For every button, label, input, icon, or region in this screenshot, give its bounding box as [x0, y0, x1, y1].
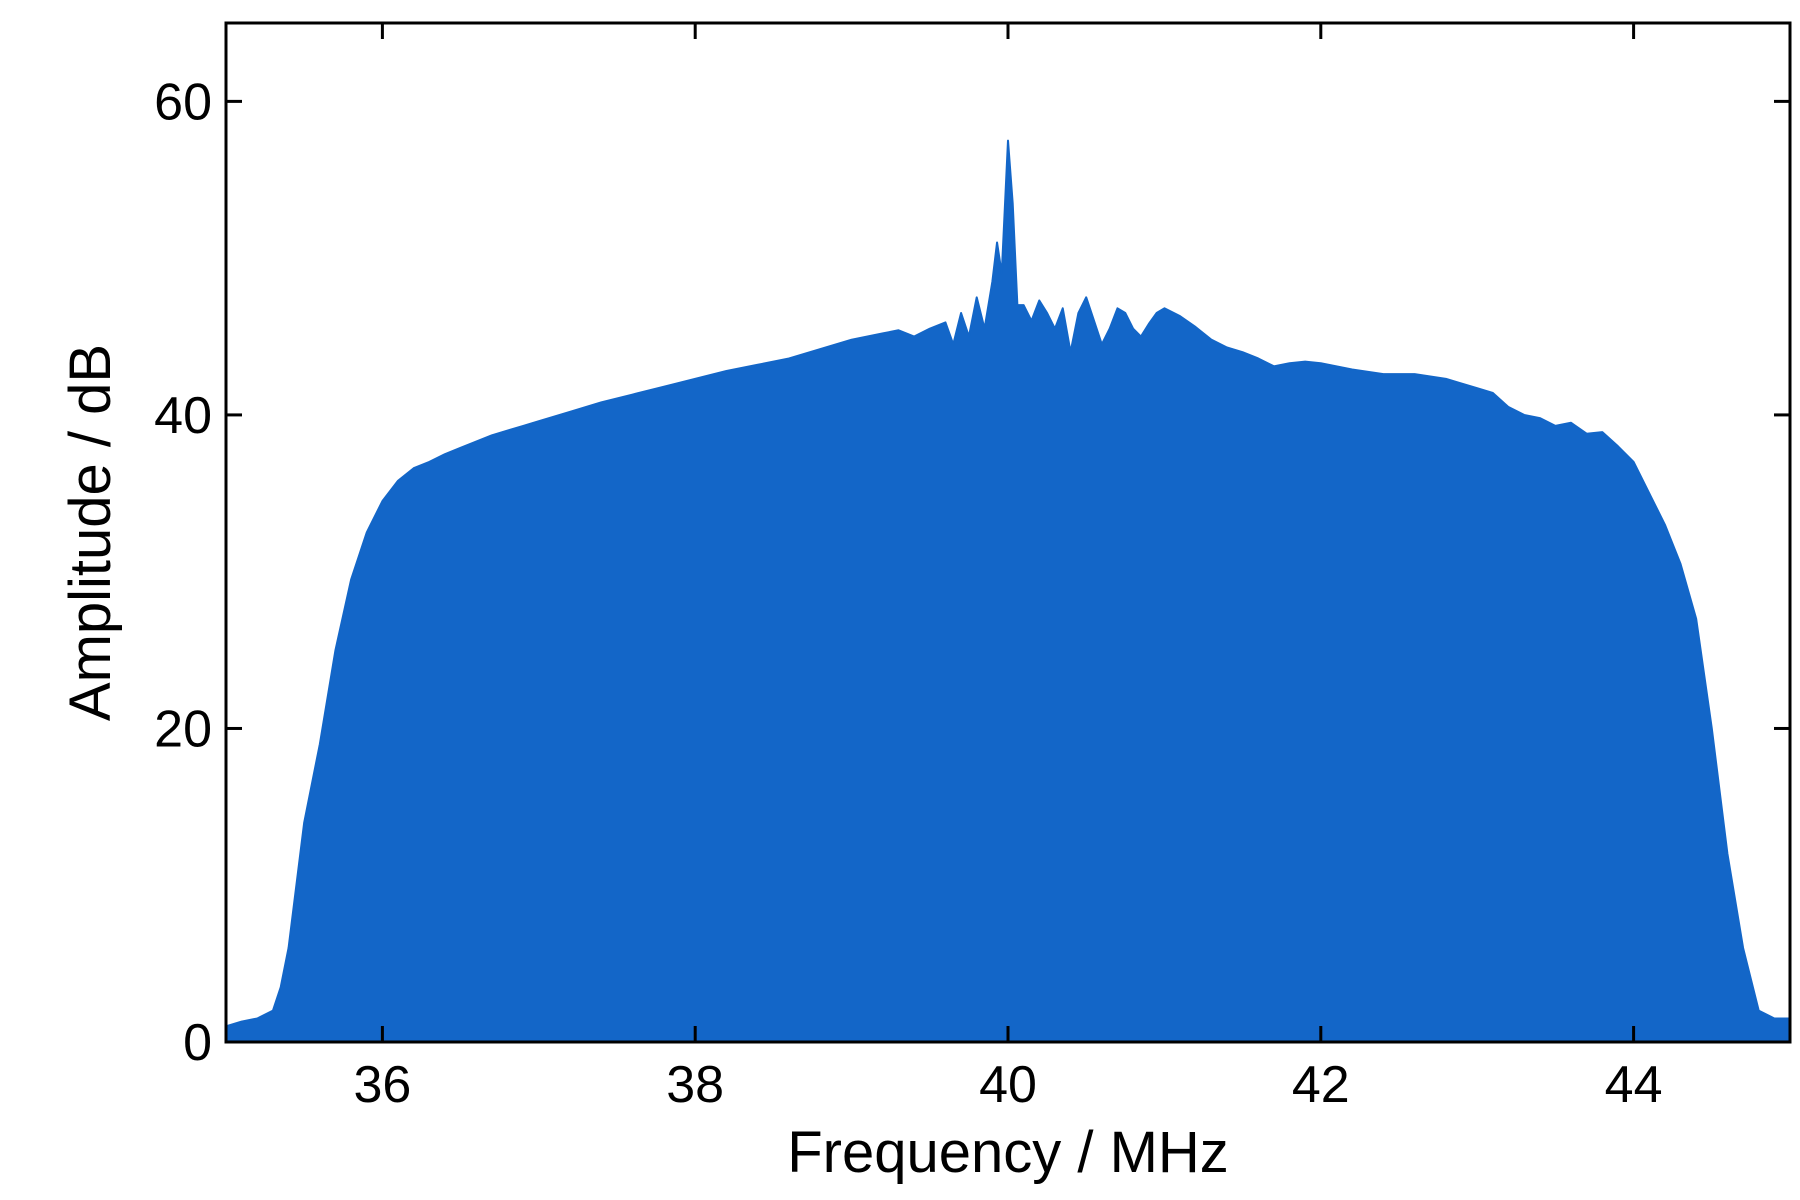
- y-axis-title: Amplitude / dB: [58, 344, 123, 721]
- y-tick-label: 60: [154, 73, 212, 131]
- amplitude-area: [225, 139, 1791, 1043]
- x-tick-label: 40: [979, 1056, 1037, 1114]
- x-axis-ticks: 36 38 40 42 44: [353, 23, 1663, 1114]
- x-tick-label: 38: [666, 1056, 724, 1114]
- x-tick-label: 42: [1292, 1056, 1350, 1114]
- x-tick-label: 44: [1605, 1056, 1663, 1114]
- y-tick-label: 40: [154, 387, 212, 445]
- y-tick-label: 20: [154, 700, 212, 758]
- y-tick-label: 0: [183, 1014, 212, 1072]
- x-tick-label: 36: [353, 1056, 411, 1114]
- x-axis-title: Frequency / MHz: [787, 1120, 1229, 1185]
- y-axis-ticks: 0 20 40 60: [154, 73, 1790, 1072]
- plot-area: [225, 139, 1791, 1043]
